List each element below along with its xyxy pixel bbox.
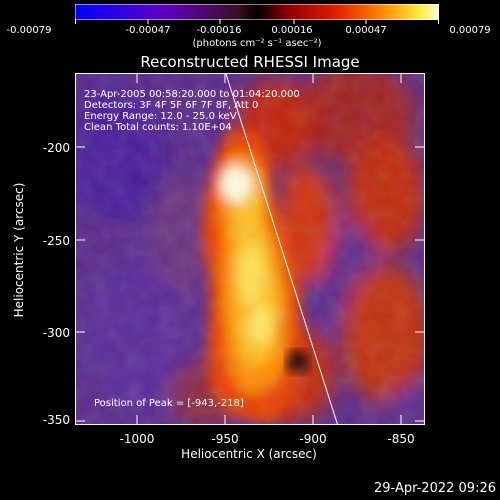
colorbar-tick-label: -0.00079 [6, 25, 52, 36]
x-tick-label: -1000 [119, 432, 155, 446]
plot-title: Reconstructed RHESSI Image [140, 53, 360, 71]
colorbar-tick-label: 0.00047 [345, 25, 387, 36]
colorbar-tick-label: 0.00016 [271, 25, 313, 36]
colorbar-tick-label: -0.00047 [125, 25, 171, 36]
x-tick-label: -850 [387, 432, 415, 446]
y-tick-label: -350 [42, 413, 70, 427]
y-tick-label: -250 [42, 234, 70, 248]
y-tick-label: -200 [42, 141, 70, 155]
y-axis-label: Heliocentric Y (arcsec) [12, 182, 26, 318]
energy-range-text: Energy Range: 12.0 - 25.0 keV [84, 111, 237, 122]
rhessi-image: 23-Apr-2005 00:58:20.000 to 01:04:20.000… [75, 73, 425, 425]
x-axis-label: Heliocentric X (arcsec) [181, 447, 317, 461]
colorbar-ticks [75, 19, 439, 24]
colorbar [75, 4, 439, 20]
peak-position-text: Position of Peak = [-943,-218] [94, 398, 244, 409]
colorbar-tick-label: 0.00079 [449, 25, 491, 36]
detectors-text: Detectors: 3F 4F 5F 6F 7F 8F, Att 0 [84, 100, 259, 111]
x-tick-label: -900 [299, 432, 327, 446]
emission-map [76, 74, 424, 424]
y-tick-label: -300 [42, 326, 70, 340]
x-tick-label: -950 [211, 432, 239, 446]
timestamp: 29-Apr-2022 09:26 [374, 481, 496, 496]
clean-total-counts-text: Clean Total counts: 1.10E+04 [84, 122, 232, 133]
colorbar-units: (photons cm⁻² s⁻¹ asec⁻²) [192, 38, 322, 49]
solar-limb-line [225, 74, 338, 424]
time-range-text: 23-Apr-2005 00:58:20.000 to 01:04:20.000 [84, 89, 300, 100]
colorbar-tick-label: -0.00016 [196, 25, 242, 36]
